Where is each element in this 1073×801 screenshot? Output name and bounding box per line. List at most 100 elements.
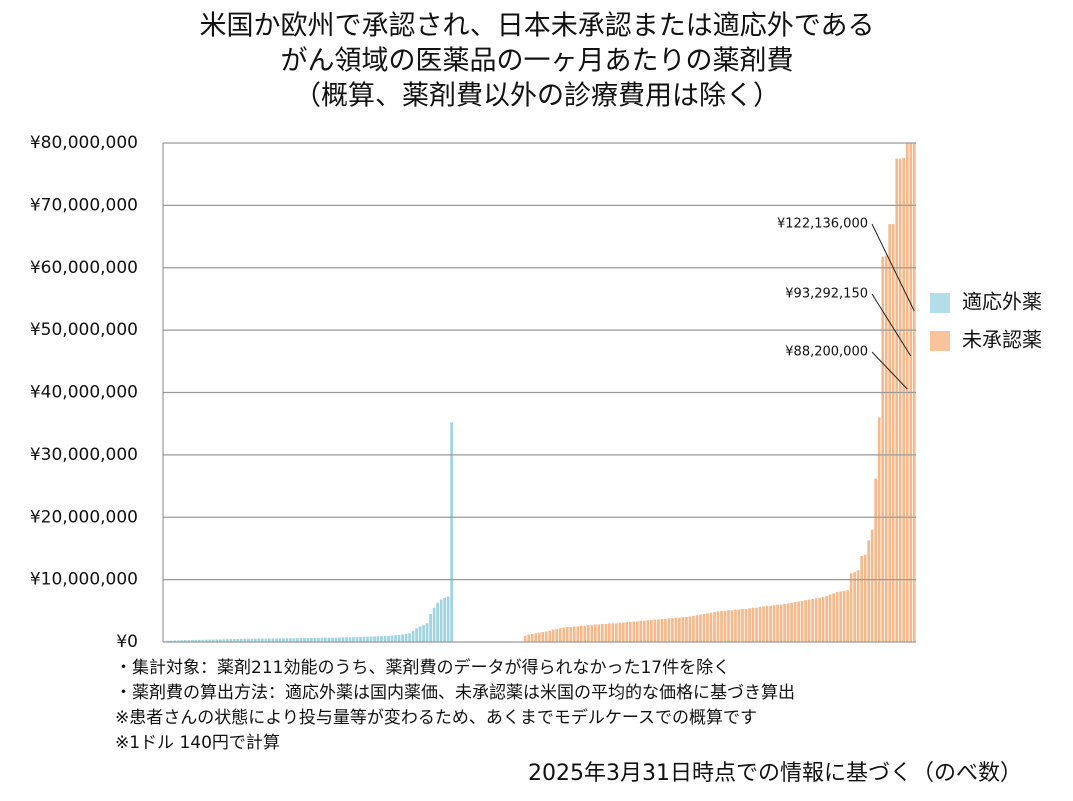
bar	[755, 607, 758, 642]
bar	[299, 638, 303, 642]
bar	[275, 638, 278, 642]
bar	[369, 636, 373, 642]
bar	[832, 593, 835, 642]
bar	[183, 640, 187, 642]
bar	[338, 637, 341, 642]
bar	[706, 613, 709, 642]
bar	[327, 637, 331, 642]
bar	[734, 609, 737, 642]
bar	[443, 597, 446, 642]
legend-swatch	[930, 293, 950, 313]
bar	[296, 638, 299, 642]
bar	[692, 615, 695, 642]
bar	[576, 626, 580, 642]
bar	[797, 601, 800, 642]
bar	[450, 422, 453, 642]
bar	[877, 417, 881, 642]
annotation: ¥88,200,000	[785, 345, 868, 360]
bar	[222, 639, 226, 642]
bar	[173, 640, 177, 642]
bar	[446, 596, 450, 642]
bar	[695, 615, 699, 642]
bar	[912, 143, 916, 642]
bar	[909, 143, 913, 643]
bar	[317, 637, 320, 642]
bar	[723, 610, 727, 642]
bar	[254, 638, 257, 642]
bar	[247, 638, 250, 642]
leader-line	[871, 351, 908, 390]
bar	[289, 638, 292, 642]
bar	[671, 618, 674, 642]
bar	[853, 572, 857, 642]
bar	[236, 638, 240, 642]
bar	[324, 637, 327, 642]
bar	[320, 637, 324, 642]
bar	[362, 636, 366, 642]
leader-line	[871, 293, 912, 357]
bar	[541, 632, 545, 642]
bar	[415, 628, 418, 642]
bar	[397, 634, 401, 642]
y-tick-label: ¥50,000,000	[30, 320, 138, 340]
bar	[727, 610, 730, 642]
bar	[646, 620, 650, 642]
bar	[618, 622, 622, 642]
annotation: ¥93,292,150	[785, 287, 868, 302]
bar	[793, 602, 797, 642]
bar	[345, 637, 348, 642]
y-tick-label: ¥70,000,000	[30, 195, 138, 215]
bar	[429, 613, 432, 642]
bar	[394, 635, 397, 642]
bar	[208, 639, 212, 642]
bar	[303, 638, 306, 642]
bar	[860, 555, 864, 642]
bar	[629, 622, 632, 642]
bar	[828, 594, 832, 642]
bar	[422, 625, 425, 642]
bar	[807, 599, 811, 642]
bar	[243, 638, 247, 642]
bar	[225, 639, 229, 642]
bar	[825, 595, 828, 642]
bar	[190, 640, 194, 642]
bar	[404, 633, 408, 642]
bar	[786, 603, 790, 642]
bar	[681, 617, 685, 642]
bar	[215, 639, 219, 642]
bar	[856, 570, 860, 642]
bar	[765, 605, 769, 642]
bar	[334, 637, 338, 642]
bar	[352, 637, 355, 642]
note: ・薬剤費の算出方法：適応外薬は国内薬価、未承認薬は米国の平均的な価格に基づき算出	[115, 683, 795, 703]
bar	[660, 618, 664, 642]
y-tick-label: ¥30,000,000	[30, 445, 138, 465]
bar	[814, 598, 818, 642]
bar	[849, 573, 853, 642]
bar	[842, 590, 846, 642]
bar	[664, 618, 667, 642]
bar	[355, 637, 359, 642]
bar	[169, 640, 173, 642]
bar	[271, 638, 275, 642]
bar	[572, 626, 576, 642]
bar	[278, 638, 282, 642]
bar	[282, 638, 285, 642]
bar	[604, 623, 608, 642]
note: ※1ドル 140円で計算	[115, 733, 280, 753]
bar	[758, 607, 762, 642]
bar	[555, 628, 559, 642]
bar	[804, 600, 807, 642]
bar	[821, 597, 825, 642]
bar	[678, 617, 681, 642]
bar	[720, 610, 723, 642]
bar	[439, 599, 443, 642]
bar	[639, 620, 643, 642]
bar	[401, 634, 404, 642]
bar	[583, 625, 587, 642]
bar	[898, 158, 902, 642]
note: ・集計対象：薬剤211効能のうち、薬剤費のデータが得られなかった17件を除く	[115, 657, 730, 678]
bar	[341, 637, 345, 642]
bar	[569, 627, 573, 642]
